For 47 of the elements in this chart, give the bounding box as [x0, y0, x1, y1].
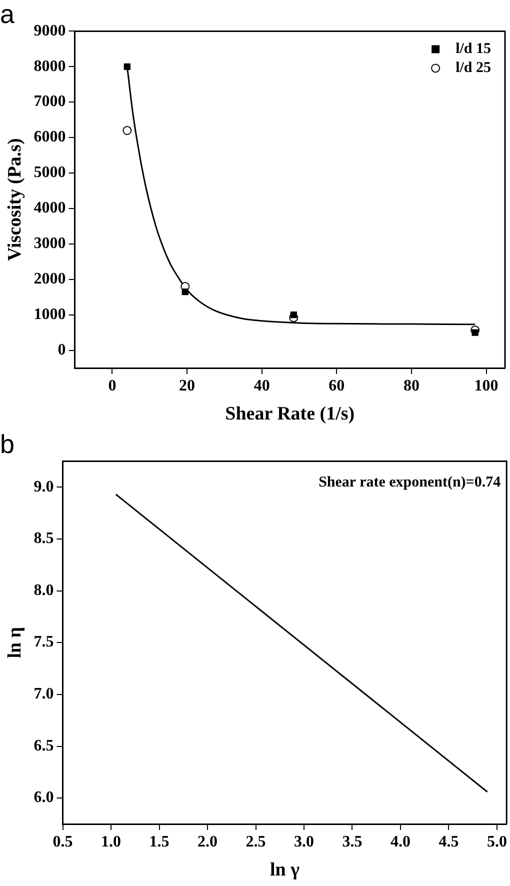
y-tick-label: 7000 — [34, 93, 66, 110]
x-axis-title: ln γ — [270, 860, 300, 881]
y-tick-label: 1000 — [34, 306, 66, 323]
annotation: Shear rate exponent(n)=0.74 — [318, 474, 502, 491]
y-tick-label: 5000 — [34, 164, 66, 182]
y-tick-label: 4000 — [34, 200, 66, 217]
y-tick-label: 8000 — [34, 58, 66, 75]
legend-label: l/d 25 — [456, 60, 492, 76]
chart-title: a — [0, 0, 15, 29]
x-axis-title: Shear Rate (1/s) — [225, 404, 355, 425]
x-tick-label: 4.5 — [438, 834, 459, 851]
y-tick-label: 0 — [58, 341, 66, 358]
x-tick-label: 2.0 — [198, 834, 218, 851]
x-tick-label: 80 — [403, 378, 420, 395]
x-tick-label: 1.0 — [101, 834, 122, 851]
x-tick-label: 3.5 — [342, 834, 362, 851]
point — [472, 329, 478, 336]
y-tick-label: 2000 — [34, 270, 66, 288]
x-tick-label: 0.5 — [52, 834, 73, 851]
x-tick-label: 40 — [254, 378, 270, 395]
y-tick-label: 3000 — [34, 235, 66, 252]
x-tick-label: 1.5 — [149, 834, 170, 851]
x-tick-label: 5.0 — [486, 834, 507, 851]
x-tick-label: 100 — [474, 378, 498, 395]
y-tick-label: 9.0 — [34, 478, 54, 496]
point — [290, 311, 297, 318]
legend-label: l/d 15 — [456, 41, 492, 58]
y-tick-label: 8.0 — [34, 582, 54, 599]
point — [124, 63, 130, 70]
y-tick-label: 9000 — [34, 22, 66, 40]
y-tick-label: 8.5 — [34, 530, 54, 548]
y-tick-label: 7.0 — [34, 686, 54, 703]
x-tick-label: 60 — [328, 378, 345, 395]
y-tick-label: 6.0 — [34, 789, 54, 806]
y-tick-label: 7.5 — [34, 634, 54, 651]
y-tick-label: 6.5 — [34, 737, 54, 754]
x-tick-label: 0 — [108, 378, 116, 395]
x-tick-label: 20 — [179, 378, 196, 395]
point — [182, 288, 188, 296]
y-axis-title: ln η — [4, 626, 26, 658]
x-tick-label: 4.0 — [390, 834, 410, 851]
y-axis-title: Viscosity (Pa.s) — [4, 138, 26, 261]
point — [122, 126, 132, 135]
y-tick-label: 6000 — [34, 128, 66, 146]
x-tick-label: 3.0 — [294, 834, 314, 851]
x-tick-label: 2.5 — [246, 834, 266, 851]
chart-title: b — [0, 428, 14, 459]
